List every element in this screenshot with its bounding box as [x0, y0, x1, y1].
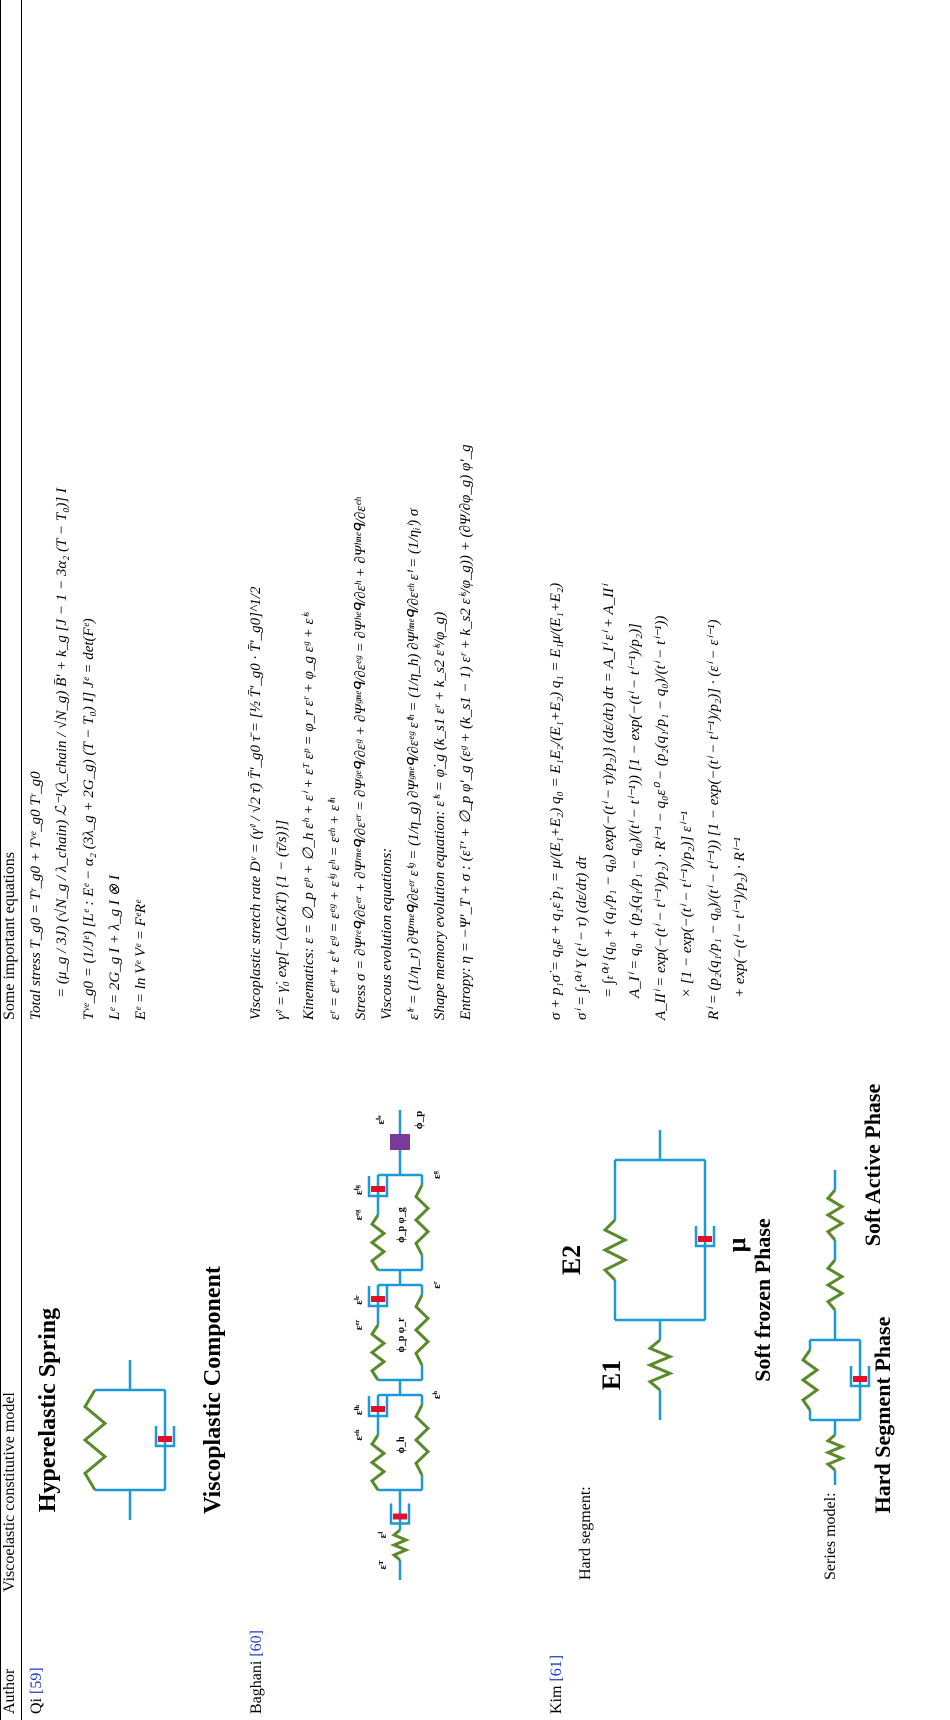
equation: = (μ_g / 3J) (√N_g / λ_chain) ℒ⁻¹(λ_chai… — [54, 488, 71, 998]
spring — [824, 1433, 846, 1472]
equation: Total stress T_g0 = Tʳ_g0 + Tᵛᵉ_g0 Tʳ_g0 — [28, 771, 44, 1020]
label: E1 — [597, 1360, 626, 1390]
reference[interactable]: [61] — [548, 1654, 565, 1682]
equation: Shape memory evolution equation: ε̇ⁱˢ = … — [431, 611, 448, 1020]
equation: + exp(−(tⁱ − tⁱ⁻¹)/p₂) · Rⁱ⁻¹ — [731, 837, 748, 998]
label: εᵀ — [377, 1560, 389, 1570]
author-cell: Qi [59] — [28, 1667, 46, 1714]
equation: × [1 − exp(−(tⁱ − tⁱ⁻¹)/p₂)] εⁱ⁻¹ — [679, 811, 696, 998]
label: Soft Active Phase — [860, 1084, 885, 1247]
dashpot-block — [390, 1134, 410, 1150]
label: Hyperelastic Spring — [35, 1308, 61, 1512]
dashpot — [154, 1426, 176, 1448]
equation: γ̇ᵛ = γ̇₀ exp[−(ΔG/kT) {1 − (τ̄/s)}] — [274, 819, 291, 1020]
equation: Eᵉ = ln Vᵉ Vᵉ = FᵉRᵉ — [133, 900, 149, 1020]
dashpot-piston — [371, 1296, 385, 1302]
label: εⁱᵍ — [352, 1184, 365, 1195]
author: Kim — [548, 1685, 565, 1714]
label: ϕ_p φ_g — [396, 1207, 407, 1243]
dashpot — [367, 1176, 389, 1198]
reference[interactable]: [59] — [28, 1667, 45, 1694]
dashpot — [694, 1226, 716, 1248]
label: εⁱʳ — [352, 1295, 365, 1305]
equation: A_IIⁱ = exp(−(tⁱ − tⁱ⁻¹)/p₂) · Rⁱ⁻¹ − q₀… — [653, 615, 669, 1020]
label: εᵉʰ — [353, 1429, 365, 1441]
label: εⁱʰ — [352, 1404, 365, 1415]
dashpot — [367, 1286, 389, 1308]
spring — [800, 1349, 820, 1411]
equation: σⁱ = ∫ₜ⁰ᵗⁱ Y (tⁱ − τ) (dε/dτ) dτ — [574, 856, 591, 1020]
equations: σ + p₁σ̇ = q₀ε + q₁ε̇ p₁ = μ/(E₁+E₂) q₀ … — [548, 10, 758, 1020]
spring — [601, 1218, 629, 1282]
diagrams: Hyperelastic Spring Viscoplastic Componen… — [35, 1084, 895, 1580]
equations: Viscoplastic stretch rate Dᵛ = (γ̇ᵛ / √2… — [248, 10, 484, 1020]
equation: Rⁱ = (p₂(q₁/p₁ − q₀)/(tⁱ − tⁱ⁻¹)) [1 − e… — [705, 619, 722, 1020]
equation: Lᵉ = 2G_g I + λ_g I ⊗ I — [106, 875, 123, 1020]
dashpot-piston — [371, 1406, 385, 1412]
label: Viscoplastic Component — [200, 1266, 226, 1514]
spring — [369, 1434, 387, 1491]
equation: ε̇ⁱʳ = (1/η_r) ∂Ψʳⁿᵉᑫ/∂εᵉʳ ε̇ⁱᵍ = (1/η_g… — [405, 508, 422, 1020]
label: μ — [722, 1237, 751, 1252]
spring — [646, 1338, 674, 1392]
label: ϕ_h — [396, 1436, 407, 1453]
equation: Entropy: η = −Ψ′_T + σ : (εᵀ′ + ∅_p φ′_g… — [458, 444, 474, 1020]
author-cell: Kim [61] — [548, 1655, 566, 1714]
spring — [413, 1404, 431, 1476]
equation: Tᵛᵉ_g0 = (1/Jᵉ) [Lᵉ : Eᵉ − α₂ (3λ_g + 2G… — [80, 618, 97, 1020]
dashpot-piston — [393, 1513, 407, 1520]
spring — [82, 1389, 108, 1491]
label: Hard segment: — [577, 1486, 594, 1580]
label: εᵉʳ — [353, 1320, 365, 1331]
spring — [369, 1324, 387, 1381]
spring — [369, 1214, 387, 1271]
label: εʰ — [431, 1390, 443, 1399]
label: εⁱ — [376, 1532, 389, 1539]
label: Hard Segment Phase — [870, 1316, 895, 1513]
author: Qi — [28, 1698, 45, 1714]
author-cell: Baghani [60] — [248, 1630, 266, 1714]
equation: Viscoplastic stretch rate Dᵛ = (γ̇ᵛ / √2… — [248, 586, 264, 1020]
equation: Stress σ = ∂Ψʳᵉᑫ/∂εᵉʳ + ∂Ψʳⁿᵉᑫ/∂εᵉʳ = ∂Ψ… — [353, 497, 369, 1020]
label: ϕ_p φ_r — [396, 1317, 407, 1353]
header: Some important equations — [1, 852, 18, 1020]
equations: Total stress T_g0 = Tʳ_g0 + Tᵛᵉ_g0 Tʳ_g0… — [28, 10, 159, 1020]
label: ϕ_p — [413, 1111, 425, 1129]
author: Baghani — [248, 1660, 265, 1714]
label: εᵉᵍ — [353, 1209, 365, 1221]
label: E2 — [557, 1245, 586, 1275]
spring — [390, 1528, 410, 1562]
dashpot-piston — [698, 1236, 712, 1242]
reference[interactable]: [60] — [248, 1630, 265, 1657]
spring — [413, 1184, 431, 1256]
spring — [825, 1189, 845, 1241]
equation: Kinematics: ε = ∅_p εᵖ + ∅_h εʰ + εⁱ + ε… — [300, 612, 317, 1020]
equation: Viscous evolution equations: — [379, 847, 396, 1020]
dashpot-piston — [371, 1186, 385, 1192]
spring — [413, 1294, 431, 1366]
equation: A_Iⁱ = q₀ + (p₂(q₁/p₁ − q₀)/(tⁱ − tⁱ⁻¹))… — [626, 623, 643, 998]
label: εʳ — [431, 1281, 443, 1289]
dashpot-piston — [158, 1436, 172, 1442]
dashpot — [389, 1503, 411, 1525]
equation: σ + p₁σ̇ = q₀ε + q₁ε̇ p₁ = μ/(E₁+E₂) q₀ … — [548, 582, 564, 1020]
label: Soft frozen Phase — [750, 1218, 775, 1382]
dashpot — [367, 1396, 389, 1418]
label: εᵍ — [431, 1170, 443, 1179]
equation: εʳ = εᵉʳ + εⁱʳ εᵍ = εᵉᵍ + εⁱᵍ εʰ = εᵉʰ +… — [326, 798, 343, 1020]
label: εⁱˢ — [374, 1115, 387, 1125]
label: Series model: — [822, 1492, 839, 1580]
dashpot-piston — [853, 1376, 867, 1382]
equation: = ∫ₜ⁰ᵗⁱ {q₀ + (q₁/p₁ − q₀) exp(−(tⁱ − τ)… — [600, 585, 617, 998]
spring — [825, 1259, 845, 1311]
dashpot — [849, 1366, 871, 1388]
